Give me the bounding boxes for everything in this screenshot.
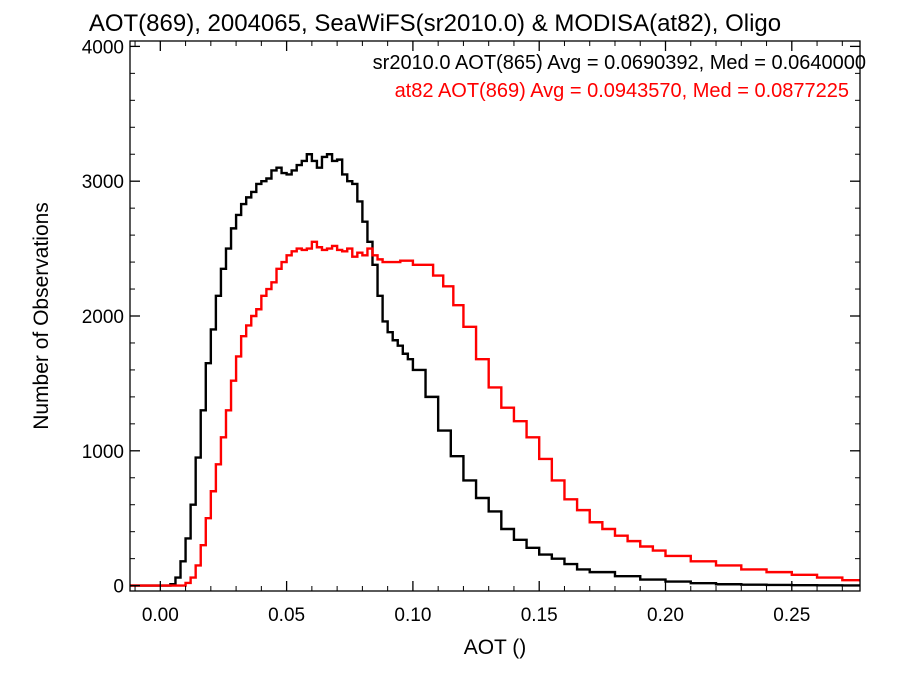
series-layer bbox=[130, 153, 860, 587]
y-axis-label: Number of Observations bbox=[30, 202, 53, 430]
y-tick-label: 1000 bbox=[82, 442, 124, 463]
x-tick-label: 0.00 bbox=[142, 605, 179, 626]
x-tick-label: 0.25 bbox=[773, 605, 810, 626]
x-tick-label: 0.10 bbox=[394, 605, 431, 626]
y-axis: 0 1000 2000 3000 4000 bbox=[82, 37, 860, 598]
x-tick-label: 0.20 bbox=[647, 605, 684, 626]
x-tick-label: 0.15 bbox=[521, 605, 558, 626]
legend-entry-sr2010: sr2010.0 AOT(865) Avg = 0.0690392, Med =… bbox=[373, 52, 866, 74]
legend-entry-at82: at82 AOT(869) Avg = 0.0943570, Med = 0.0… bbox=[395, 80, 849, 102]
x-tick-label: 0.05 bbox=[268, 605, 305, 626]
chart-title: AOT(869), 2004065, SeaWiFS(sr2010.0) & M… bbox=[89, 10, 781, 37]
y-tick-label: 4000 bbox=[82, 37, 124, 58]
series-line-1 bbox=[130, 240, 860, 587]
y-tick-label: 3000 bbox=[82, 172, 124, 193]
plot-frame bbox=[129, 40, 861, 592]
x-axis: 0.00 0.05 0.10 0.15 0.20 0.25 bbox=[134, 41, 843, 626]
x-axis-label: AOT () bbox=[464, 636, 527, 659]
series-line-0 bbox=[130, 153, 860, 587]
y-tick-label: 2000 bbox=[82, 307, 124, 328]
y-tick-label: 0 bbox=[113, 577, 124, 598]
